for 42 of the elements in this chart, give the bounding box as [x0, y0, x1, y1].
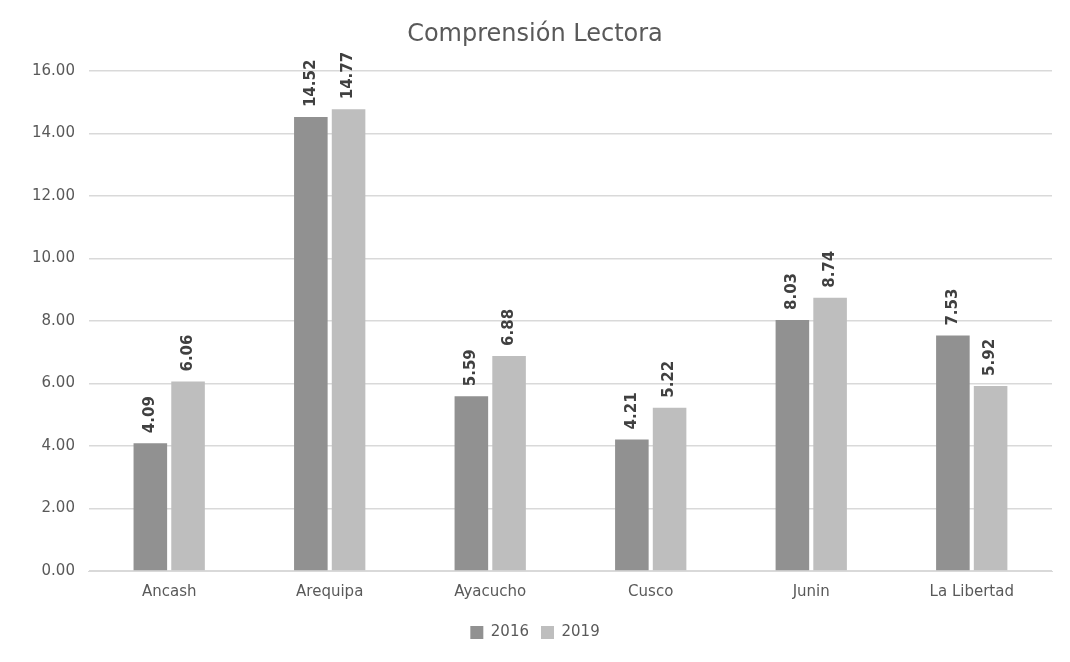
text: 5.59: [461, 349, 480, 387]
text: 6.88: [498, 308, 517, 346]
y-tick-label: 16.00: [31, 60, 75, 79]
x-tick-label: Arequipa: [296, 581, 364, 600]
bar: [615, 439, 649, 571]
chart-title: Comprensión Lectora: [407, 18, 663, 47]
bar: [294, 117, 328, 571]
y-tick-label: 4.00: [41, 435, 75, 454]
bar: [133, 443, 168, 571]
x-tick-label: Cusco: [628, 581, 674, 600]
bar: [492, 355, 526, 571]
y-tick-label: 0.00: [41, 560, 75, 579]
text: 8.03: [782, 272, 801, 310]
text: 14.52: [300, 59, 319, 108]
text: 4.21: [621, 392, 640, 430]
x-tick-label: Ancash: [141, 581, 197, 600]
y-tick-label: 8.00: [41, 310, 75, 329]
x-tick-label: La Libertad: [929, 581, 1014, 600]
text: 7.53: [942, 288, 961, 326]
y-tick-label: 10.00: [31, 248, 75, 267]
legend-label: 2016: [490, 622, 530, 641]
text: 8.74: [819, 250, 838, 288]
x-tick-label: Junin: [791, 581, 830, 600]
bar: [652, 407, 687, 571]
bar: [331, 109, 366, 571]
y-tick-label: 12.00: [31, 185, 75, 204]
text: 4.09: [140, 396, 159, 434]
text: 5.92: [980, 338, 999, 376]
bar: [813, 297, 847, 571]
y-tick-label: 2.00: [41, 498, 75, 517]
bar: [171, 381, 205, 571]
text: 6.06: [177, 334, 196, 372]
legend-label: 2019: [561, 622, 600, 641]
bar: [973, 385, 1008, 571]
y-tick-label: 14.00: [31, 123, 75, 142]
bar: [454, 396, 489, 571]
text: 5.22: [659, 360, 678, 398]
x-tick-label: Ayacucho: [454, 581, 527, 600]
y-tick-label: 6.00: [41, 373, 75, 392]
bar: [775, 319, 810, 571]
bar: [936, 335, 970, 571]
text: 14.77: [338, 51, 357, 100]
